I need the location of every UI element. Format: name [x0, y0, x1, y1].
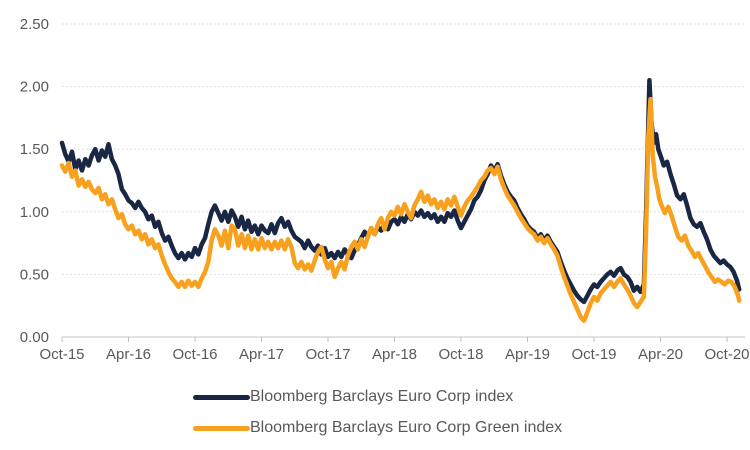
- legend-label-euro-corp: Bloomberg Barclays Euro Corp index: [250, 388, 514, 405]
- x-axis-label: Oct-18: [438, 346, 483, 363]
- x-axis-label: Oct-16: [172, 346, 217, 363]
- y-axis-label: 0.00: [20, 329, 49, 346]
- y-axis-label: 2.00: [20, 79, 49, 96]
- x-axis-label: Apr-17: [239, 346, 284, 363]
- x-axis-label: Apr-16: [106, 346, 151, 363]
- legend-swatch-euro-corp-green: [193, 425, 250, 431]
- legend-item-euro-corp-green: Bloomberg Barclays Euro Corp Green index: [193, 415, 562, 441]
- legend-item-euro-corp: Bloomberg Barclays Euro Corp index: [193, 384, 562, 410]
- x-axis-label: Apr-19: [505, 346, 550, 363]
- y-axis-label: 0.50: [20, 266, 49, 283]
- y-axis-label: 2.50: [20, 16, 49, 33]
- x-axis-label: Apr-18: [372, 346, 417, 363]
- euro-corp-line: [59, 78, 742, 305]
- legend-swatch-euro-corp: [193, 394, 250, 400]
- x-axis-label: Oct-17: [305, 346, 350, 363]
- legend: Bloomberg Barclays Euro Corp index Bloom…: [193, 384, 562, 446]
- y-axis-label: 1.50: [20, 141, 49, 158]
- y-axis-label: 1.00: [20, 204, 49, 221]
- x-axis-label: Apr-20: [638, 346, 683, 363]
- x-axis-label: Oct-20: [704, 346, 749, 363]
- x-axis-label: Oct-15: [39, 346, 84, 363]
- euro-corp-green-line: [59, 96, 742, 323]
- x-axis-label: Oct-19: [571, 346, 616, 363]
- legend-label-euro-corp-green: Bloomberg Barclays Euro Corp Green index: [250, 419, 563, 436]
